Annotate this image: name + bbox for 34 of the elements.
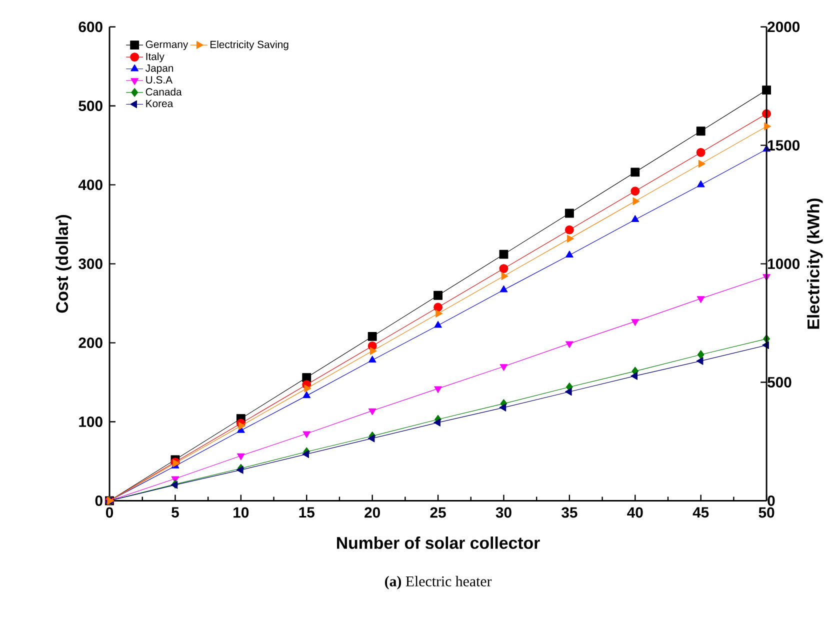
legend-label: Italy — [146, 52, 164, 62]
text: (a) Electric heater — [385, 576, 492, 590]
x-tick-label: 10 — [234, 507, 249, 518]
y2-tick-label: 1000 — [768, 258, 800, 269]
x-tick-label: 30 — [496, 507, 512, 518]
y-tick-label: 300 — [78, 258, 102, 270]
y-tick-label: 600 — [78, 22, 102, 32]
x-axis-title: Number of solar collector — [337, 536, 540, 549]
legend-label: Korea — [146, 100, 174, 108]
y-tick-label: 100 — [79, 416, 102, 427]
x-tick-label: 20 — [364, 507, 380, 518]
x-tick-label: 50 — [758, 507, 774, 518]
y-axis-title: Cost (dollar) — [56, 214, 72, 313]
x-tick-label: 5 — [172, 507, 179, 518]
legend-label: Electricity Saving — [210, 40, 288, 50]
x-tick-label: 15 — [299, 507, 314, 518]
y-tick-label: 0 — [95, 495, 102, 506]
y-tick-label: 200 — [78, 337, 102, 348]
x-tick-label: 45 — [692, 507, 709, 518]
y2-tick-label: 2000 — [768, 22, 800, 32]
legend-label: U.S.A — [146, 76, 173, 84]
x-tick-label: 35 — [562, 507, 578, 518]
y-tick-label: 400 — [78, 179, 102, 190]
legend-label: Germany — [146, 40, 188, 50]
x-tick-label: 0 — [106, 507, 114, 518]
y2-tick-label: 1500 — [768, 140, 800, 151]
legend-label: Canada — [146, 88, 182, 96]
y2-tick-label: 500 — [768, 376, 792, 388]
y2-tick-label: 0 — [768, 495, 775, 506]
x-tick-label: 25 — [430, 507, 446, 518]
legend-label: Japan — [146, 64, 174, 74]
y2-axis-title: Electricity (kWh) — [806, 198, 823, 329]
y-tick-label: 500 — [78, 100, 102, 112]
x-tick-label: 40 — [627, 507, 643, 518]
